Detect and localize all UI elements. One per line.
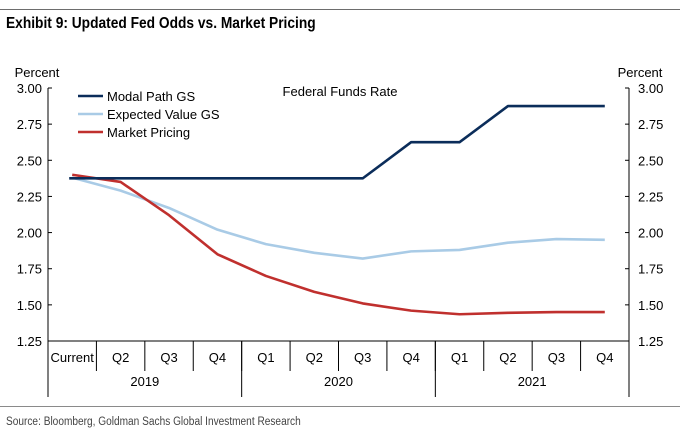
series-line-modal-path-gs <box>69 104 605 180</box>
y-tick-label-right: 2.00 <box>638 226 663 241</box>
y-tick-label-right: 1.50 <box>638 298 663 313</box>
y-axis-label-left: Percent <box>15 65 60 80</box>
y-tick-label-left: 1.50 <box>17 298 42 313</box>
y-tick-label-left: 2.00 <box>17 226 42 241</box>
chart-annotation: Federal Funds Rate <box>283 84 398 99</box>
chart-title: Exhibit 9: Updated Fed Odds vs. Market P… <box>6 15 316 32</box>
legend-label: Modal Path GS <box>107 89 195 104</box>
y-tick-label-left: 3.00 <box>17 81 42 96</box>
legend-label: Market Pricing <box>107 125 190 140</box>
x-year-label: 2019 <box>130 374 159 389</box>
x-tick-label: Q4 <box>402 350 419 365</box>
x-year-label: 2020 <box>324 374 353 389</box>
x-tick-label: Q4 <box>596 350 613 365</box>
x-tick-label: Q2 <box>112 350 129 365</box>
x-tick-label: Q1 <box>451 350 468 365</box>
top-rule <box>0 9 680 10</box>
source-note: Source: Bloomberg, Goldman Sachs Global … <box>6 416 301 428</box>
x-year-label: 2021 <box>518 374 547 389</box>
y-tick-label-left: 2.25 <box>17 189 42 204</box>
legend-label: Expected Value GS <box>107 107 220 122</box>
x-tick-label: Q1 <box>257 350 274 365</box>
y-tick-label-right: 2.50 <box>638 153 663 168</box>
x-tick-label: Q4 <box>209 350 226 365</box>
y-tick-label-left: 1.25 <box>17 334 42 349</box>
x-tick-label: Q3 <box>160 350 177 365</box>
bottom-rule <box>0 406 680 407</box>
y-tick-label-right: 1.75 <box>638 262 663 277</box>
series-line-expected-value-gs <box>71 176 605 260</box>
y-tick-label-right: 2.75 <box>638 117 663 132</box>
x-tick-label: Q2 <box>306 350 323 365</box>
series-line-market-pricing <box>72 173 605 316</box>
y-axis-label-right: Percent <box>618 65 663 80</box>
y-tick-label-right: 1.25 <box>638 334 663 349</box>
x-tick-label: Q2 <box>499 350 516 365</box>
x-tick-label: Q3 <box>354 350 371 365</box>
y-tick-label-right: 2.25 <box>638 189 663 204</box>
y-tick-label-left: 2.75 <box>17 117 42 132</box>
x-tick-label: Current <box>51 350 95 365</box>
y-tick-label-left: 1.75 <box>17 262 42 277</box>
y-tick-label-left: 2.50 <box>17 153 42 168</box>
x-tick-label: Q3 <box>548 350 565 365</box>
y-tick-label-right: 3.00 <box>638 81 663 96</box>
